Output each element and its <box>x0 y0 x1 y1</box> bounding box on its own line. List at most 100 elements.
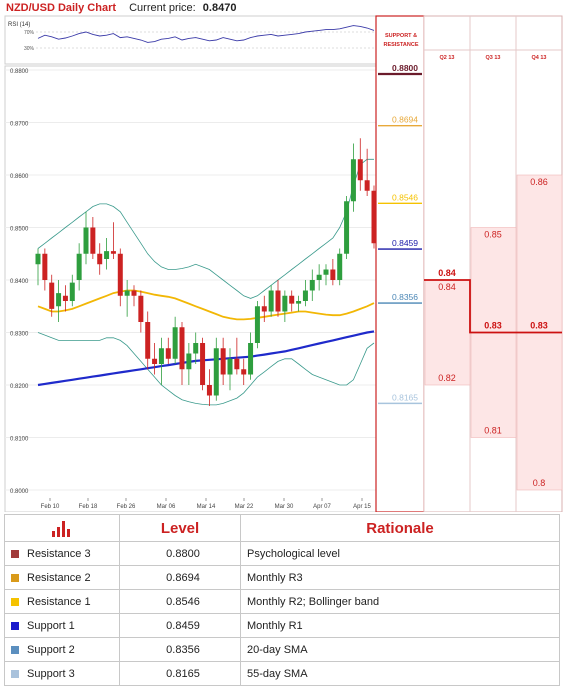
candle-body <box>309 280 315 291</box>
level-name-cell: Resistance 3 <box>4 541 120 566</box>
candle-body <box>254 306 260 343</box>
candle-body <box>220 348 226 375</box>
bar-chart-icon <box>52 520 72 537</box>
level-value: 0.8694 <box>119 565 241 590</box>
level-name-cell: Resistance 2 <box>4 565 120 590</box>
candle-body <box>145 322 151 359</box>
sr-header: SUPPORT & RESISTANCE <box>383 33 418 48</box>
sma20-line <box>37 289 375 321</box>
candle-body <box>206 385 212 396</box>
y-tick-label: 0.8700 <box>10 122 29 128</box>
y-tick-label: 0.8800 <box>10 69 29 75</box>
sr-level-label: 0.8694 <box>392 115 418 125</box>
forecast-low-label: 0.81 <box>484 426 502 436</box>
level-value: 0.8800 <box>119 541 241 566</box>
level-name: Resistance 2 <box>27 571 91 584</box>
level-swatch <box>11 669 19 678</box>
level-swatch <box>11 549 19 558</box>
x-tick-label: Feb 10 <box>41 504 60 510</box>
candle-body <box>104 251 110 259</box>
rsi-label: RSI (14) <box>8 22 30 28</box>
forecast-mid-label: 0.83 <box>484 321 502 331</box>
quarter-label: Q3 13 <box>486 55 501 61</box>
table-row: Resistance 3 0.8800 Psychological level <box>4 541 560 566</box>
x-tick-label: Feb 18 <box>79 504 98 510</box>
candle-body <box>62 295 68 301</box>
candle-body <box>131 290 137 296</box>
level-name: Support 3 <box>27 667 75 680</box>
rsi-tick: 30% <box>24 46 35 52</box>
candle-body <box>83 227 89 254</box>
level-rationale: 20-day SMA <box>240 637 560 662</box>
x-tick-label: Apr 15 <box>353 504 371 510</box>
candle-body <box>268 290 274 312</box>
candle-body <box>49 282 55 309</box>
y-tick-label: 0.8300 <box>10 332 29 338</box>
table-row: Support 3 0.8165 55-day SMA <box>4 661 560 686</box>
candle-body <box>261 306 267 312</box>
candle-body <box>248 343 254 375</box>
candle-body <box>282 295 288 312</box>
candle-body <box>323 269 329 275</box>
y-tick-label: 0.8000 <box>10 489 29 495</box>
candle-body <box>186 353 192 370</box>
chart-title: NZD/USD Daily Chart <box>6 2 117 14</box>
sr-level-label: 0.8546 <box>392 192 418 202</box>
x-tick-label: Mar 06 <box>157 504 176 510</box>
y-tick-label: 0.8200 <box>10 384 29 390</box>
candle-body <box>337 253 343 280</box>
forecast-range-bar <box>424 279 471 386</box>
candle-body <box>350 159 356 202</box>
rationale-header: Rationale <box>240 514 560 542</box>
candle-body <box>275 290 281 312</box>
table-row: Resistance 2 0.8694 Monthly R3 <box>4 565 560 590</box>
level-value: 0.8459 <box>119 613 241 638</box>
candle-body <box>193 343 199 354</box>
sr-level-label: 0.8800 <box>392 63 418 73</box>
sr-level-label: 0.8459 <box>392 238 418 248</box>
forecast-high-label: 0.86 <box>530 177 548 187</box>
y-tick-label: 0.8400 <box>10 279 29 285</box>
chart-area: NZD/USD Daily Chart Current price: 0.847… <box>4 0 563 512</box>
candle-body <box>296 301 302 304</box>
quarter-label: Q4 13 <box>532 55 547 61</box>
level-value: 0.8165 <box>119 661 241 686</box>
level-name-cell: Resistance 1 <box>4 589 120 614</box>
rsi-line <box>37 25 375 43</box>
current-price-label: Current price: <box>129 2 196 14</box>
candle-body <box>97 253 103 265</box>
candle-body <box>42 253 48 280</box>
level-name: Resistance 1 <box>27 595 91 608</box>
candle-body <box>179 327 185 370</box>
candle-body <box>138 295 144 322</box>
level-name-cell: Support 2 <box>4 637 120 662</box>
level-rationale: Monthly R3 <box>240 565 560 590</box>
candle-body <box>56 293 62 307</box>
sr-header-line: SUPPORT & <box>385 33 417 39</box>
forecast-mid-label: 0.83 <box>530 321 548 331</box>
level-rationale: 55-day SMA <box>240 661 560 686</box>
level-rationale: Psychological level <box>240 541 560 566</box>
level-value: 0.8546 <box>119 589 241 614</box>
candle-body <box>124 290 130 296</box>
candle-body <box>117 253 123 296</box>
level-rationale: Monthly R1 <box>240 613 560 638</box>
quarter-label: Q2 13 <box>440 55 455 61</box>
candle-body <box>200 343 206 385</box>
y-tick-label: 0.8500 <box>10 227 29 233</box>
candle-body <box>227 358 233 375</box>
candle-body <box>371 190 377 244</box>
level-swatch <box>11 621 19 630</box>
chart-header: NZD/USD Daily Chart Current price: 0.847… <box>6 0 236 16</box>
sma55-line <box>37 330 375 387</box>
x-tick-label: Mar 22 <box>235 504 254 510</box>
current-price-value: 0.8470 <box>202 2 237 14</box>
candle-body <box>69 282 75 301</box>
level-rationale: Monthly R2; Bollinger band <box>240 589 560 614</box>
level-name: Resistance 3 <box>27 547 91 560</box>
candle-body <box>110 251 116 254</box>
table-row: Support 2 0.8356 20-day SMA <box>4 637 560 662</box>
level-swatch <box>11 597 19 606</box>
forecast-low-label: 0.82 <box>438 373 456 383</box>
candle-body <box>165 348 171 359</box>
